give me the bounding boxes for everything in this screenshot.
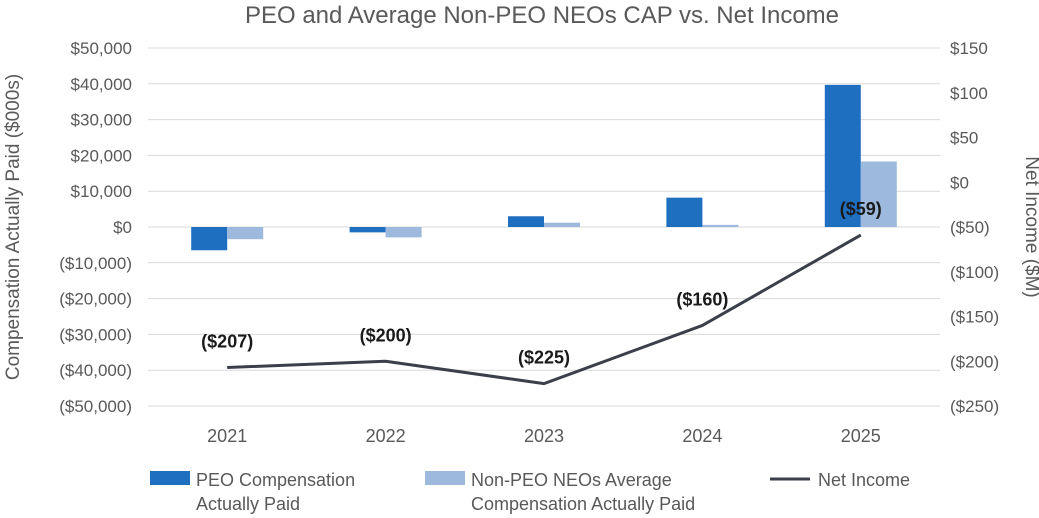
y-tick-label: $30,000 — [71, 111, 132, 130]
y-tick-label: ($20,000) — [59, 290, 132, 309]
y2-tick-label: ($150) — [950, 308, 999, 327]
y-tick-label: $0 — [113, 218, 132, 237]
y-tick-label: $20,000 — [71, 146, 132, 165]
net-income-label: ($200) — [360, 325, 412, 345]
peo-cap-bar — [349, 227, 386, 233]
y2-tick-label: ($50) — [950, 218, 990, 237]
y-tick-label: $50,000 — [71, 39, 132, 58]
x-tick-label: 2024 — [682, 426, 722, 446]
x-tick-label: 2025 — [841, 426, 881, 446]
category-labels: 2021 2022 2023 2024 2025 — [207, 426, 881, 446]
y-tick-label: ($10,000) — [59, 254, 132, 273]
x-tick-label: 2023 — [524, 426, 564, 446]
y2-tick-label: $0 — [950, 173, 969, 192]
y-axis-title: Compensation Actually Paid ($000s) — [3, 74, 24, 380]
legend-label: Non-PEO NEOs Average — [471, 470, 672, 490]
legend-swatch — [425, 471, 465, 485]
legend-swatch — [150, 471, 190, 485]
y2-axis-title: Net Income ($M) — [1021, 156, 1039, 297]
y2-tick-label: ($250) — [950, 397, 999, 416]
peo-cap-bar — [824, 84, 861, 228]
legend-label: PEO Compensation — [196, 470, 355, 490]
peo-cap-bar — [508, 216, 544, 227]
y-tick-label: ($40,000) — [59, 361, 132, 380]
non-peo-cap-bar — [227, 227, 264, 240]
y2-tick-label: ($100) — [950, 263, 999, 282]
line-layer — [227, 233, 862, 386]
net-income-labels: ($207) ($200) ($225) ($160) ($59) — [201, 199, 882, 368]
x-tick-label: 2022 — [366, 426, 406, 446]
non-peo-cap-bar — [544, 222, 580, 227]
y2-tick-label: $150 — [950, 39, 988, 58]
net-income-line — [227, 233, 862, 386]
y-tick-label: ($50,000) — [59, 397, 132, 416]
net-income-label: ($207) — [201, 332, 253, 352]
y-tick-label: $40,000 — [71, 75, 132, 94]
non-peo-cap-bar — [702, 224, 739, 227]
x-tick-label: 2021 — [207, 426, 247, 446]
y2-tick-label: $50 — [950, 129, 978, 148]
right-axis-ticks: $150 $100 $50 $0 ($50) ($100) ($150) ($200) ($25… — [950, 39, 999, 416]
legend: PEO Compensation Actually Paid Non-PEO NEO… — [150, 470, 910, 514]
bars — [191, 84, 897, 251]
left-axis-ticks: $50,000 $40,000 $30,000 $20,000 $10,000 $0 ($1… — [59, 39, 132, 416]
net-income-label: ($225) — [518, 348, 570, 368]
non-peo-cap-bar — [385, 227, 422, 238]
legend-label: Compensation Actually Paid — [471, 494, 695, 514]
legend-label: Actually Paid — [196, 494, 300, 514]
net-income-label: ($59) — [840, 199, 882, 219]
non-peo-cap-bar — [860, 161, 897, 227]
peo-cap-bar — [666, 197, 703, 227]
y2-tick-label: $100 — [950, 84, 988, 103]
y2-tick-label: ($200) — [950, 352, 999, 371]
net-income-label: ($160) — [676, 289, 728, 309]
y-tick-label: ($30,000) — [59, 325, 132, 344]
peo-cap-bar — [191, 227, 228, 251]
legend-label: Net Income — [818, 470, 910, 490]
y-tick-label: $10,000 — [71, 182, 132, 201]
chart-title: PEO and Average Non-PEO NEOs CAP vs. Net… — [245, 2, 839, 29]
